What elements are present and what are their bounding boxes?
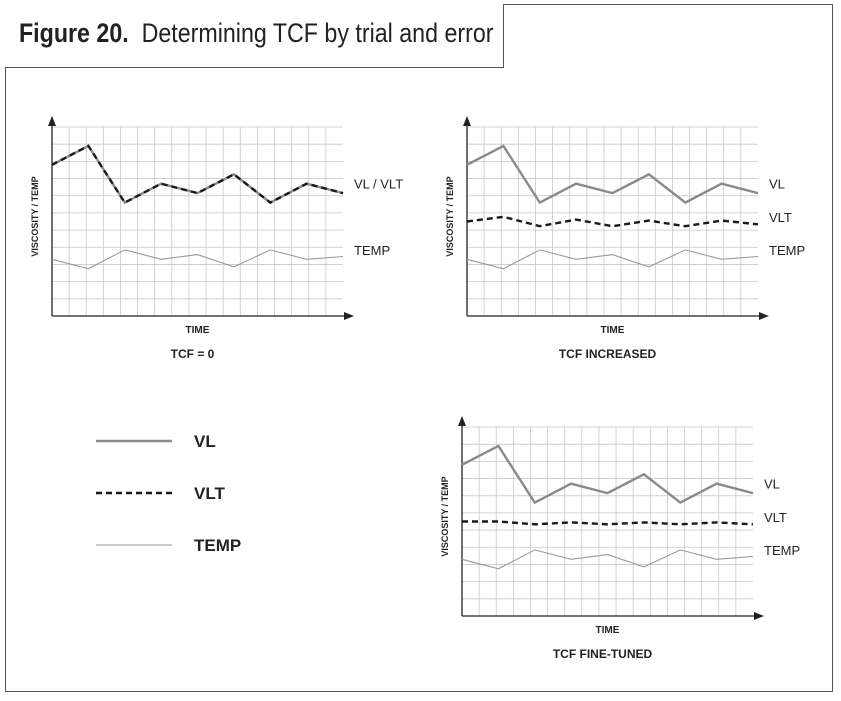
chart-caption: TCF FINE-TUNED — [553, 647, 653, 661]
x-axis-label: TIME — [601, 325, 625, 336]
grid — [467, 126, 758, 316]
x-axis-arrow — [759, 312, 769, 320]
figure-title-text: Determining TCF by trial and error — [141, 18, 494, 48]
series-end-label-vlt: VLT — [764, 510, 787, 525]
series-end-label-vlt: VLT — [769, 210, 792, 225]
y-axis-label: VISCOSITY / TEMP — [445, 176, 455, 256]
series-line-temp — [466, 249, 759, 270]
y-axis-arrow — [463, 116, 471, 126]
figure-number: Figure 20. — [19, 18, 129, 48]
chart-panel-3: VL VLT TEMP VISCOSITY / TEMP TIME TCF FINE-TU… — [440, 416, 800, 661]
series-line-vl — [51, 144, 344, 205]
figure-title: Figure 20. Determining TCF by trial and … — [19, 18, 493, 49]
y-axis-label: VISCOSITY / TEMP — [440, 476, 450, 556]
chart-panel-1: VL / VLT TEMP VISCOSITY / TEMP TIME TCF = 0 — [30, 116, 403, 361]
series-line-temp — [51, 249, 344, 270]
series-line-vl — [466, 144, 759, 205]
grid — [462, 426, 753, 616]
figure-title-box: Figure 20. Determining TCF by trial and … — [5, 4, 504, 68]
series-end-label-vl: VL — [764, 477, 780, 492]
series-line-vlt — [466, 215, 759, 228]
chart-caption: TCF = 0 — [171, 347, 215, 361]
series-end-label-vl: VL / VLT — [354, 177, 403, 192]
series-end-label-temp: TEMP — [764, 543, 800, 558]
x-axis-arrow — [754, 612, 764, 620]
x-axis-label: TIME — [596, 625, 620, 636]
grid — [52, 126, 343, 316]
series-line-vlt — [462, 520, 754, 526]
y-axis-arrow — [458, 416, 466, 426]
legend-label-vl: VL — [194, 432, 216, 451]
legend-label-temp: TEMP — [194, 536, 241, 555]
y-axis-arrow — [48, 116, 56, 126]
y-axis-label: VISCOSITY / TEMP — [30, 176, 40, 256]
chart-panel-2: VL VLT TEMP VISCOSITY / TEMP TIME TCF INCREAS… — [445, 116, 805, 361]
series-line-vlt — [51, 144, 344, 205]
x-axis-label: TIME — [186, 325, 210, 336]
x-axis-arrow — [344, 312, 354, 320]
series-line-temp — [461, 549, 754, 570]
series-line-vl — [461, 444, 754, 505]
chart-caption: TCF INCREASED — [559, 347, 657, 361]
legend-label-vlt: VLT — [194, 484, 225, 503]
series-end-label-vl: VL — [769, 177, 785, 192]
series-end-label-temp: TEMP — [769, 243, 805, 258]
series-end-label-temp: TEMP — [354, 243, 390, 258]
legend: VL VLT TEMP — [96, 432, 241, 555]
